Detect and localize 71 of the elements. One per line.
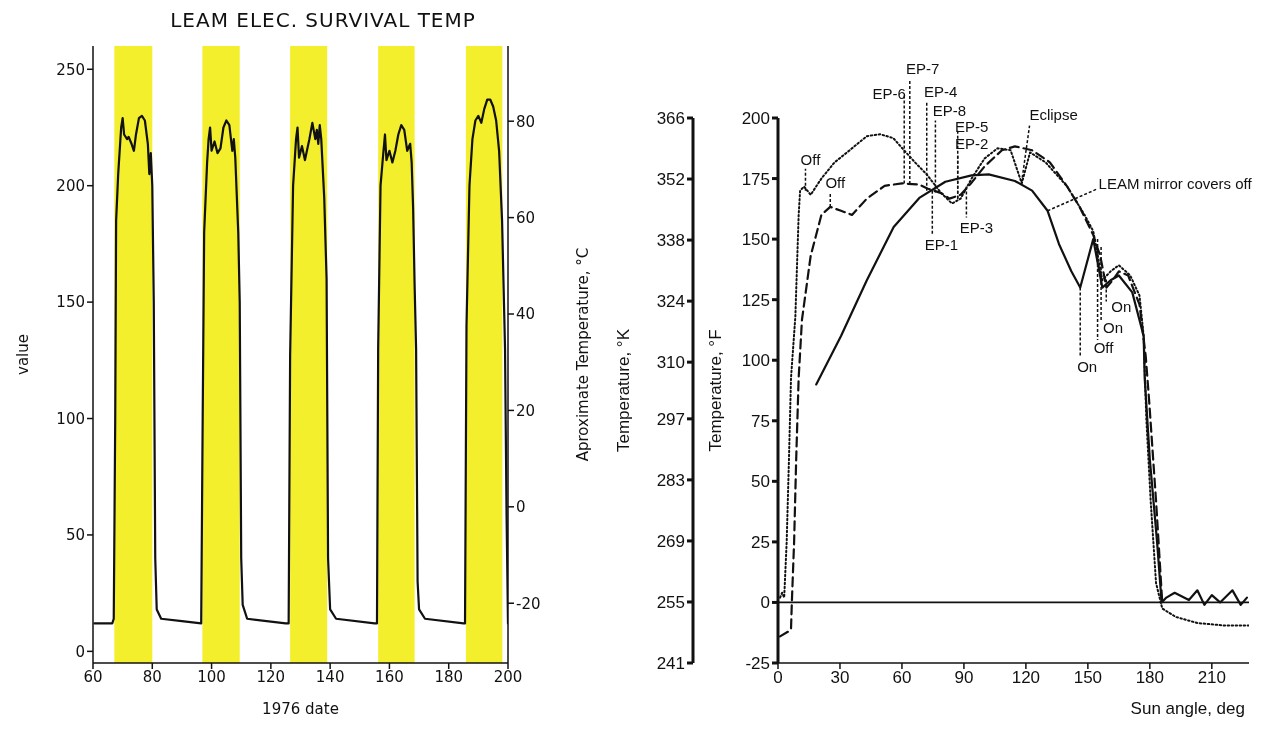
annotation: On bbox=[1077, 357, 1098, 375]
y-axis-title: Temperature, °F bbox=[706, 329, 726, 452]
y-tick-label: 125 bbox=[741, 290, 770, 310]
x-tick-label: 210 bbox=[1197, 668, 1226, 688]
y-axis-title: value bbox=[14, 334, 33, 375]
annotation: EP-3 bbox=[959, 218, 994, 236]
annotation: On bbox=[1103, 319, 1124, 337]
y-tick-label: 100 bbox=[56, 409, 85, 428]
annotation: On bbox=[1111, 297, 1132, 315]
y2-axis-title: Temperature, °K bbox=[614, 328, 634, 453]
annotation: EP-1 bbox=[924, 235, 958, 253]
x-tick-label: 140 bbox=[315, 667, 345, 686]
annotation: Off bbox=[825, 173, 846, 191]
y2-tick-label: 283 bbox=[656, 470, 685, 490]
annotation: EP-2 bbox=[955, 134, 989, 152]
y-tick-label: 150 bbox=[56, 293, 85, 312]
x-tick-label: 200 bbox=[493, 667, 523, 686]
y-tick-label: 0 bbox=[75, 642, 85, 661]
x-tick-label: 100 bbox=[197, 667, 226, 686]
annotation: EP-7 bbox=[906, 59, 940, 77]
x-tick-label: 160 bbox=[375, 667, 404, 686]
x-tick-label: 60 bbox=[892, 668, 912, 688]
y2-axis-title: Aproximate Temperature, °C bbox=[574, 247, 593, 462]
y2-tick-label: 338 bbox=[656, 231, 685, 251]
annotation: Off bbox=[1093, 339, 1115, 357]
y2-tick-label: 40 bbox=[516, 305, 536, 324]
chart-title: LEAM ELEC. SURVIVAL TEMP bbox=[169, 8, 477, 34]
x-tick-label: 0 bbox=[773, 668, 783, 688]
y-tick-label: 150 bbox=[741, 230, 770, 250]
y2-tick-label: 352 bbox=[656, 170, 685, 190]
annotation: EP-6 bbox=[872, 85, 906, 103]
x-tick-label: 80 bbox=[142, 667, 162, 686]
y2-tick-label: 297 bbox=[656, 409, 685, 429]
y-tick-label: 50 bbox=[751, 472, 770, 492]
x-tick-label: 180 bbox=[434, 667, 464, 686]
x-axis-title: Sun angle, deg bbox=[1130, 699, 1245, 718]
x-tick-label: 120 bbox=[1011, 668, 1041, 688]
y-tick-label: 250 bbox=[56, 60, 85, 79]
y-tick-label: 75 bbox=[751, 411, 770, 431]
y-tick-label: 100 bbox=[741, 351, 770, 371]
x-tick-label: 180 bbox=[1135, 668, 1165, 688]
y2-tick-label: 80 bbox=[516, 112, 536, 131]
y2-tick-label: 0 bbox=[516, 498, 526, 517]
y-tick-label: 175 bbox=[741, 169, 770, 189]
y2-tick-label: 366 bbox=[656, 109, 685, 129]
y2-tick-label: 20 bbox=[516, 401, 536, 420]
annotation: EP-5 bbox=[955, 117, 989, 135]
y-tick-label: 200 bbox=[741, 109, 770, 129]
y2-tick-label: 269 bbox=[656, 531, 685, 551]
annotation: EP-8 bbox=[932, 101, 967, 119]
y-tick-label: -25 bbox=[745, 654, 770, 674]
x-tick-label: 60 bbox=[83, 667, 103, 686]
y2-tick-label: 255 bbox=[656, 592, 685, 612]
x-tick-label: 120 bbox=[256, 667, 286, 686]
annotation: Off bbox=[800, 150, 822, 168]
y2-tick-label: 60 bbox=[516, 208, 536, 227]
annotation: LEAM mirror covers off bbox=[1098, 174, 1253, 192]
x-axis-title: 1976 date bbox=[262, 700, 339, 718]
y-tick-label: 200 bbox=[56, 177, 85, 196]
y2-tick-label: 310 bbox=[656, 353, 685, 373]
x-tick-label: 30 bbox=[830, 668, 850, 688]
y-tick-label: 0 bbox=[760, 593, 770, 613]
y-tick-label: 25 bbox=[751, 532, 770, 552]
y2-tick-label: -20 bbox=[516, 594, 541, 613]
x-tick-label: 90 bbox=[954, 668, 974, 688]
y2-tick-label: 241 bbox=[656, 654, 685, 674]
annotation: Eclipse bbox=[1029, 105, 1078, 123]
y-tick-label: 50 bbox=[65, 526, 85, 545]
x-tick-label: 150 bbox=[1073, 668, 1103, 688]
annotation: EP-4 bbox=[924, 82, 958, 100]
y2-tick-label: 324 bbox=[656, 292, 685, 312]
